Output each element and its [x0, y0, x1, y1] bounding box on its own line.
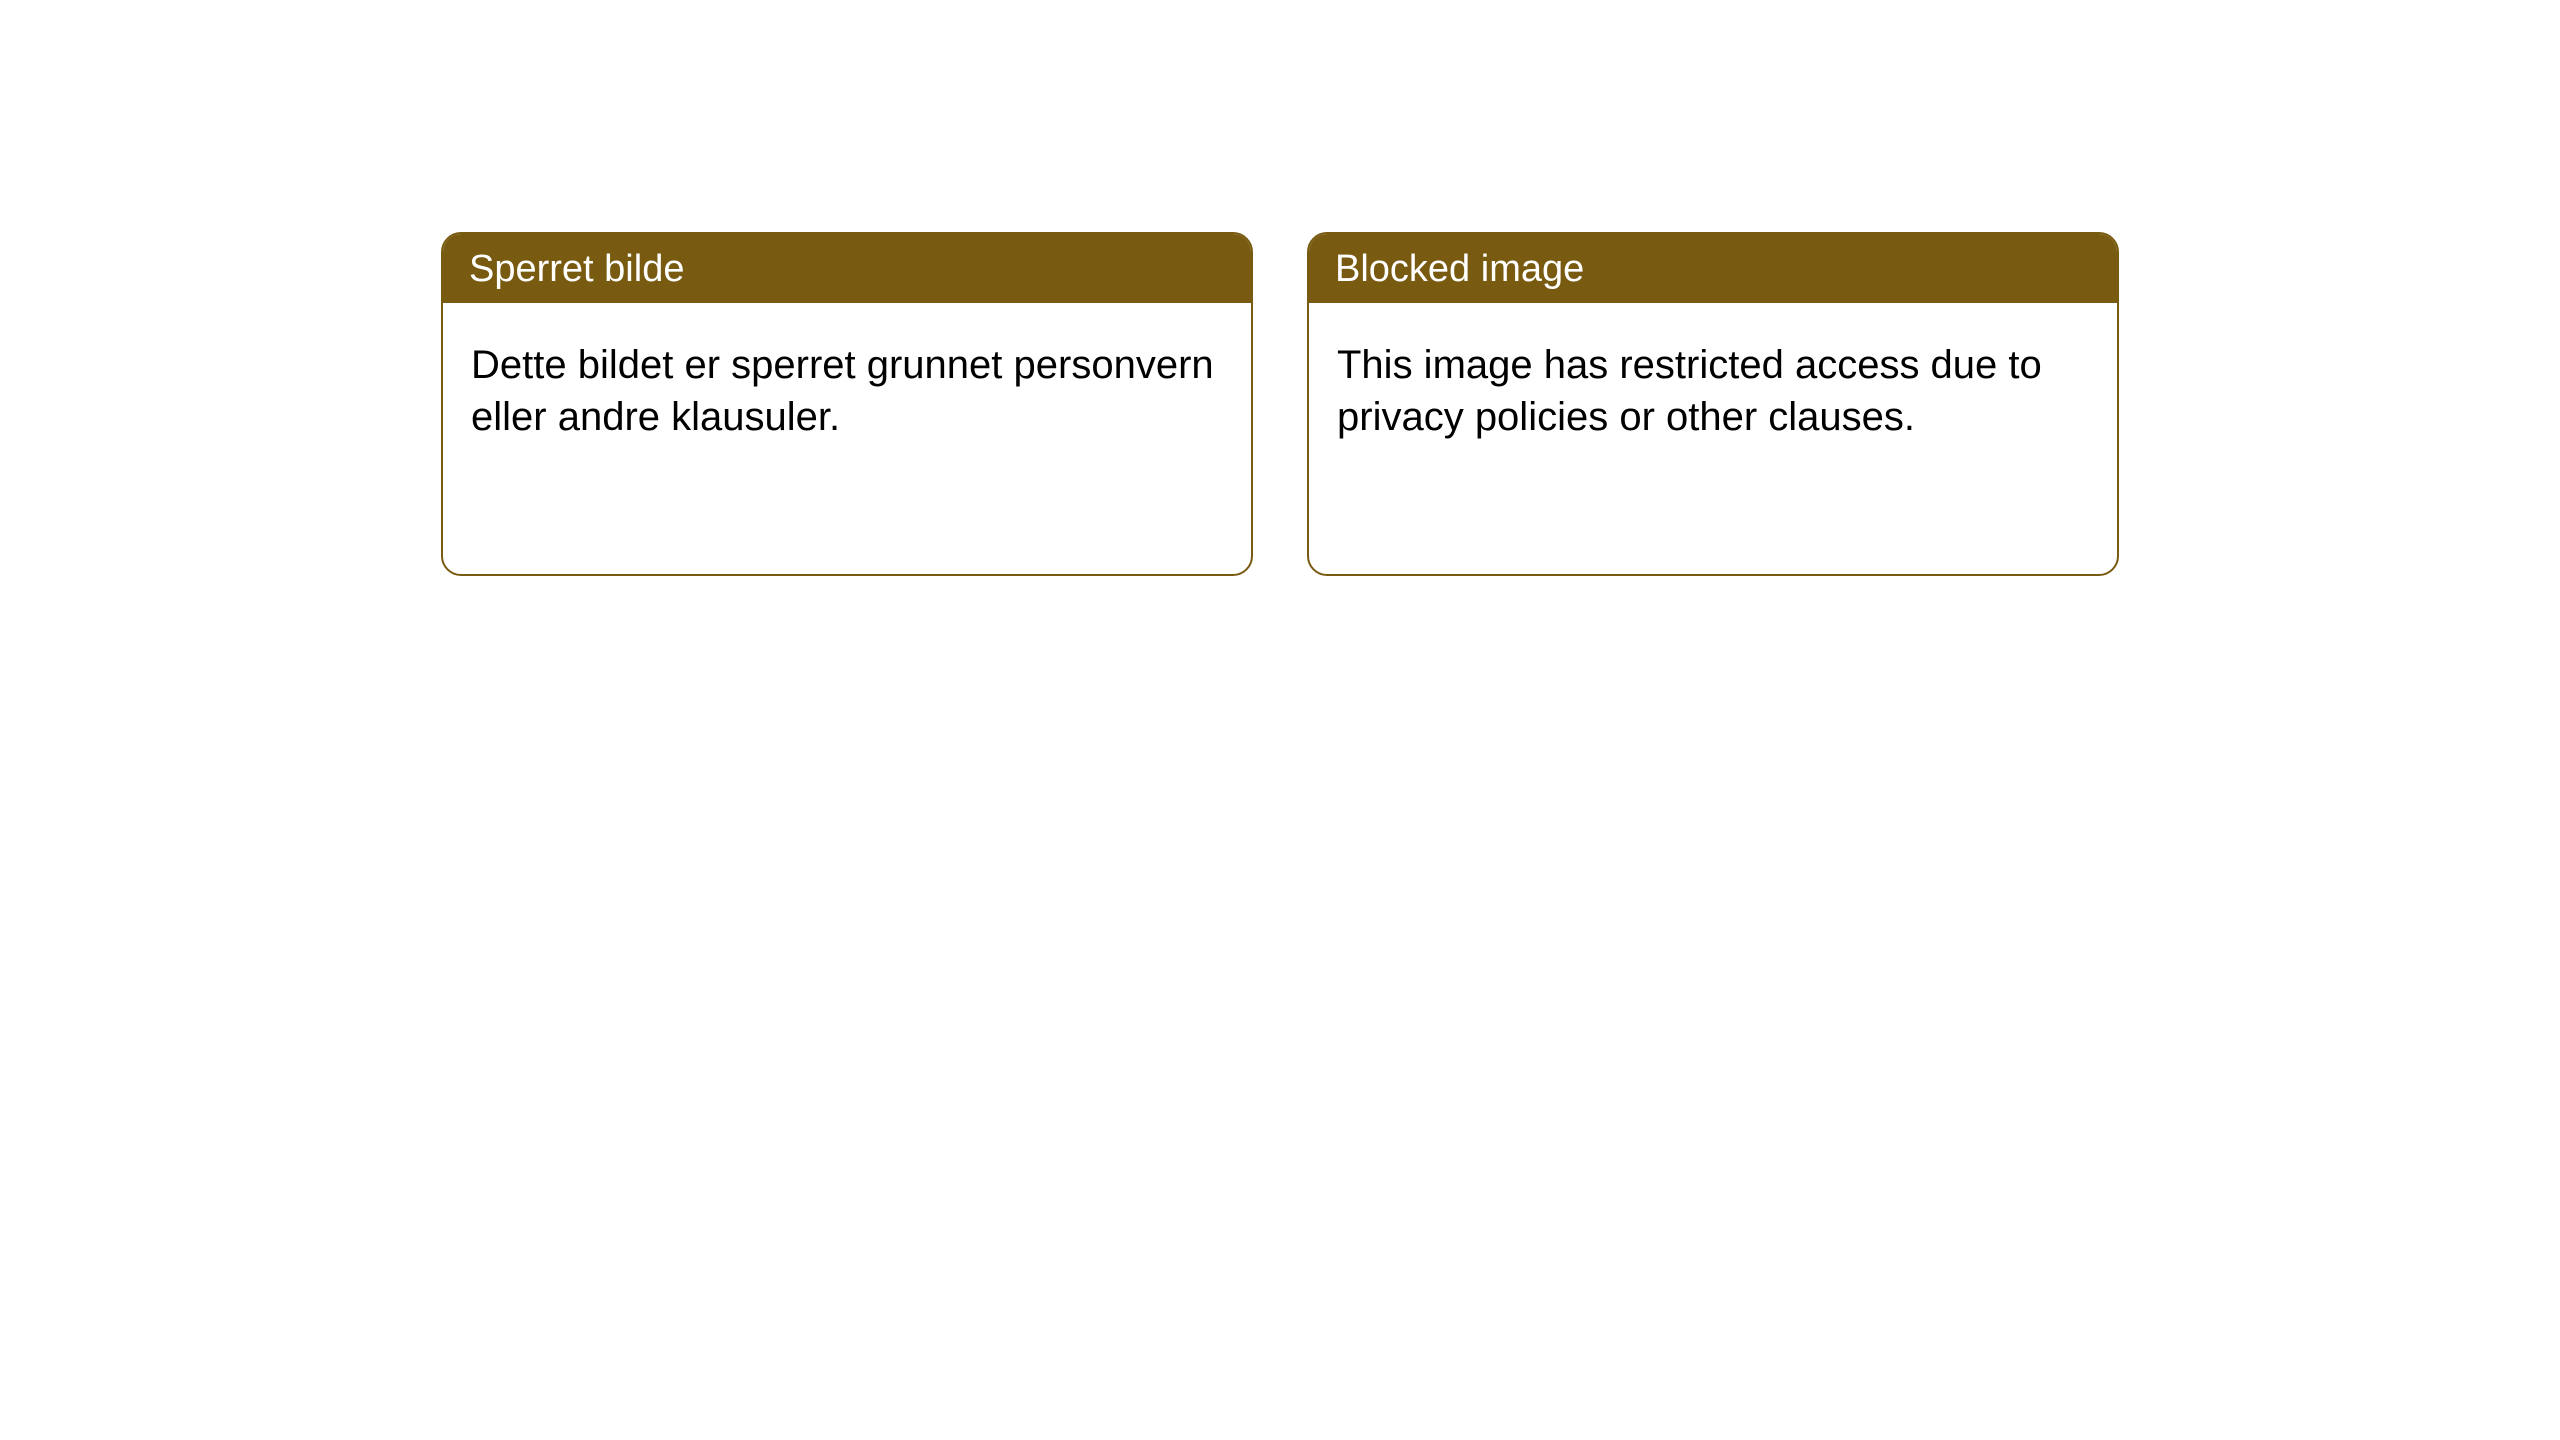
notice-card-body: Dette bildet er sperret grunnet personve… [443, 303, 1251, 471]
notice-card-body: This image has restricted access due to … [1309, 303, 2117, 471]
notice-container: Sperret bilde Dette bildet er sperret gr… [441, 232, 2119, 576]
notice-card-norwegian: Sperret bilde Dette bildet er sperret gr… [441, 232, 1253, 576]
notice-card-english: Blocked image This image has restricted … [1307, 232, 2119, 576]
notice-card-title: Blocked image [1309, 234, 2117, 303]
notice-card-title: Sperret bilde [443, 234, 1251, 303]
